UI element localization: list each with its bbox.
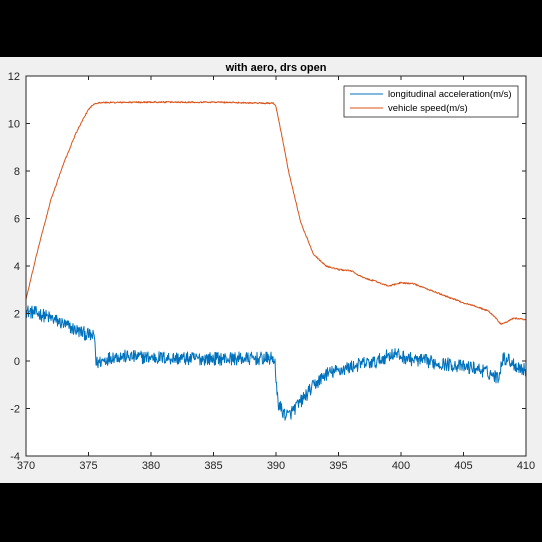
ticks-layer: 370 375 380 385 390 395 400 405 410 -4 -2 0 2 4 6 8 10 12 (8, 71, 535, 472)
series-line-longitudinal-acceleration (25, 305, 527, 421)
y-tick-label: -4 (10, 451, 20, 463)
x-tick-label: 375 (79, 460, 97, 472)
x-tick-label: 395 (329, 460, 347, 472)
y-tick-label: -2 (10, 404, 20, 416)
y-tick-label: 10 (8, 119, 20, 131)
y-tick-label: 4 (14, 261, 20, 273)
y-tick-label: 6 (14, 214, 20, 226)
x-tick-label: 400 (392, 460, 410, 472)
x-tick-label: 370 (17, 460, 35, 472)
x-tick-label: 410 (517, 460, 535, 472)
chart-title: with aero, drs open (225, 62, 327, 74)
figure-window: 370 375 380 385 390 395 400 405 410 -4 -2 0 2 4 6 8 10 12… (0, 57, 542, 483)
plot-area (26, 76, 526, 456)
x-tick-label: 385 (204, 460, 222, 472)
legend: longitudinal acceleration(m/s) vehicle s… (343, 85, 519, 118)
x-tick-label: 390 (267, 460, 285, 472)
chart: 370 375 380 385 390 395 400 405 410 -4 -2 0 2 4 6 8 10 12… (8, 62, 535, 472)
y-tick-label: 2 (14, 309, 20, 321)
series-line-vehicle-speed (25, 100, 527, 325)
y-tick-label: 12 (8, 71, 20, 83)
y-tick-label: 8 (14, 166, 20, 178)
x-tick-label: 405 (454, 460, 472, 472)
y-tick-label: 0 (14, 356, 20, 368)
legend-box (343, 85, 519, 118)
series-layer (25, 100, 527, 421)
x-tick-label: 380 (142, 460, 160, 472)
legend-label-speed: vehicle speed(m/s) (388, 103, 468, 114)
legend-label-acceleration: longitudinal acceleration(m/s) (388, 89, 512, 100)
